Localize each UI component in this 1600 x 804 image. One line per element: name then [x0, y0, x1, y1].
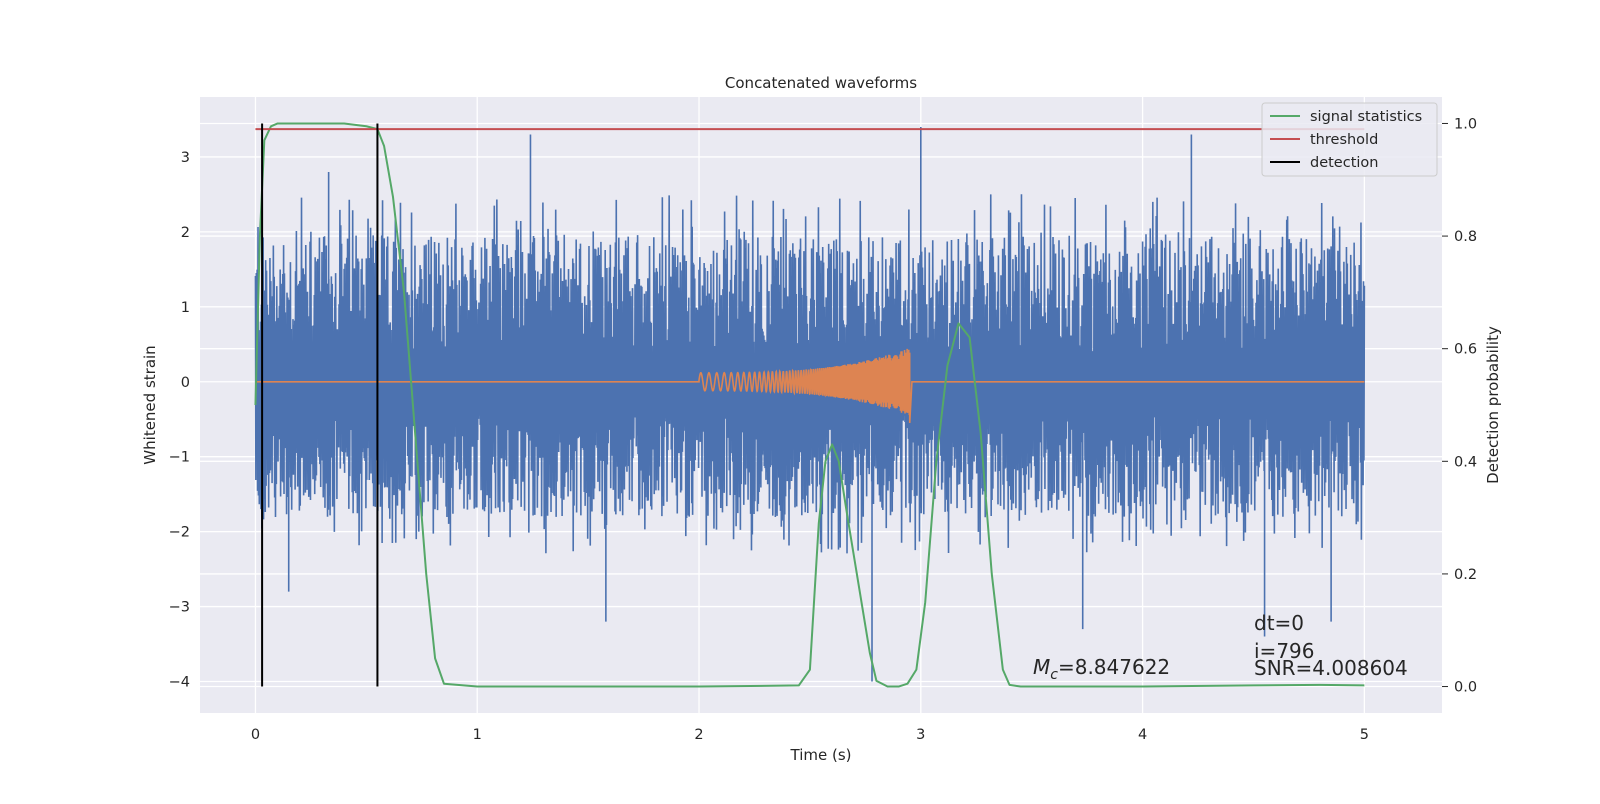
- annotations: Mc=8.847622 dt=0 i=796 SNR=4.008604: [1033, 611, 1408, 683]
- y-tick-label: 2: [181, 225, 190, 241]
- legend-box: [1261, 102, 1438, 177]
- x-tick-labels: 0 1 2 3 4 5: [251, 727, 1369, 743]
- x-axis-label: Time (s): [790, 746, 852, 764]
- right-y-tick-label: 1.0: [1454, 116, 1477, 132]
- right-y-tick-label: 0.6: [1454, 342, 1477, 358]
- annotation-snr: SNR=4.008604: [1254, 656, 1408, 680]
- legend-label-threshold: threshold: [1310, 132, 1378, 148]
- y-tick-label: −3: [169, 600, 190, 616]
- x-tick-label: 4: [1138, 727, 1147, 743]
- annotation-i: i=796: [1254, 639, 1315, 663]
- annotation-mc: Mc=8.847622: [1033, 655, 1170, 683]
- legend: signal statistics threshold detection: [1261, 102, 1438, 177]
- y-tick-label: 0: [181, 375, 190, 391]
- y-tick-label: 1: [181, 300, 190, 316]
- series-chirp: [255, 348, 1365, 424]
- right-y-tick-labels: 0.0 0.2 0.4 0.6 0.8 1.0: [1442, 116, 1477, 696]
- y-axis-label: Whitened strain: [141, 345, 159, 464]
- x-tick-label: 1: [473, 727, 482, 743]
- x-tick-label: 0: [251, 727, 260, 743]
- signal-statistics-line: [254, 122, 1365, 688]
- right-y-tick-label: 0.2: [1454, 567, 1477, 583]
- series-signal-statistics: [254, 122, 1365, 688]
- right-y-axis-label: Detection probability: [1484, 326, 1502, 484]
- series-detection: [261, 123, 379, 687]
- annotation-dt: dt=0: [1254, 611, 1304, 635]
- y-tick-labels: −4 −3 −2 −1 0 1 2 3: [169, 150, 190, 691]
- x-tick-label: 2: [694, 727, 703, 743]
- right-y-tick-label: 0.0: [1454, 680, 1477, 696]
- right-y-tick-label: 0.8: [1454, 229, 1477, 245]
- y-tick-label: 3: [181, 150, 190, 166]
- x-tick-label: 5: [1360, 727, 1369, 743]
- chart-title: Concatenated waveforms: [725, 74, 917, 92]
- y-tick-label: −4: [169, 675, 190, 691]
- y-tick-label: −2: [169, 525, 190, 541]
- y-tick-label: −1: [169, 450, 190, 466]
- legend-label-detection: detection: [1310, 155, 1378, 171]
- chirp-line: [255, 348, 1365, 424]
- right-y-tick-label: 0.4: [1454, 454, 1477, 470]
- legend-label-signal-statistics: signal statistics: [1310, 109, 1422, 125]
- x-tick-label: 3: [916, 727, 925, 743]
